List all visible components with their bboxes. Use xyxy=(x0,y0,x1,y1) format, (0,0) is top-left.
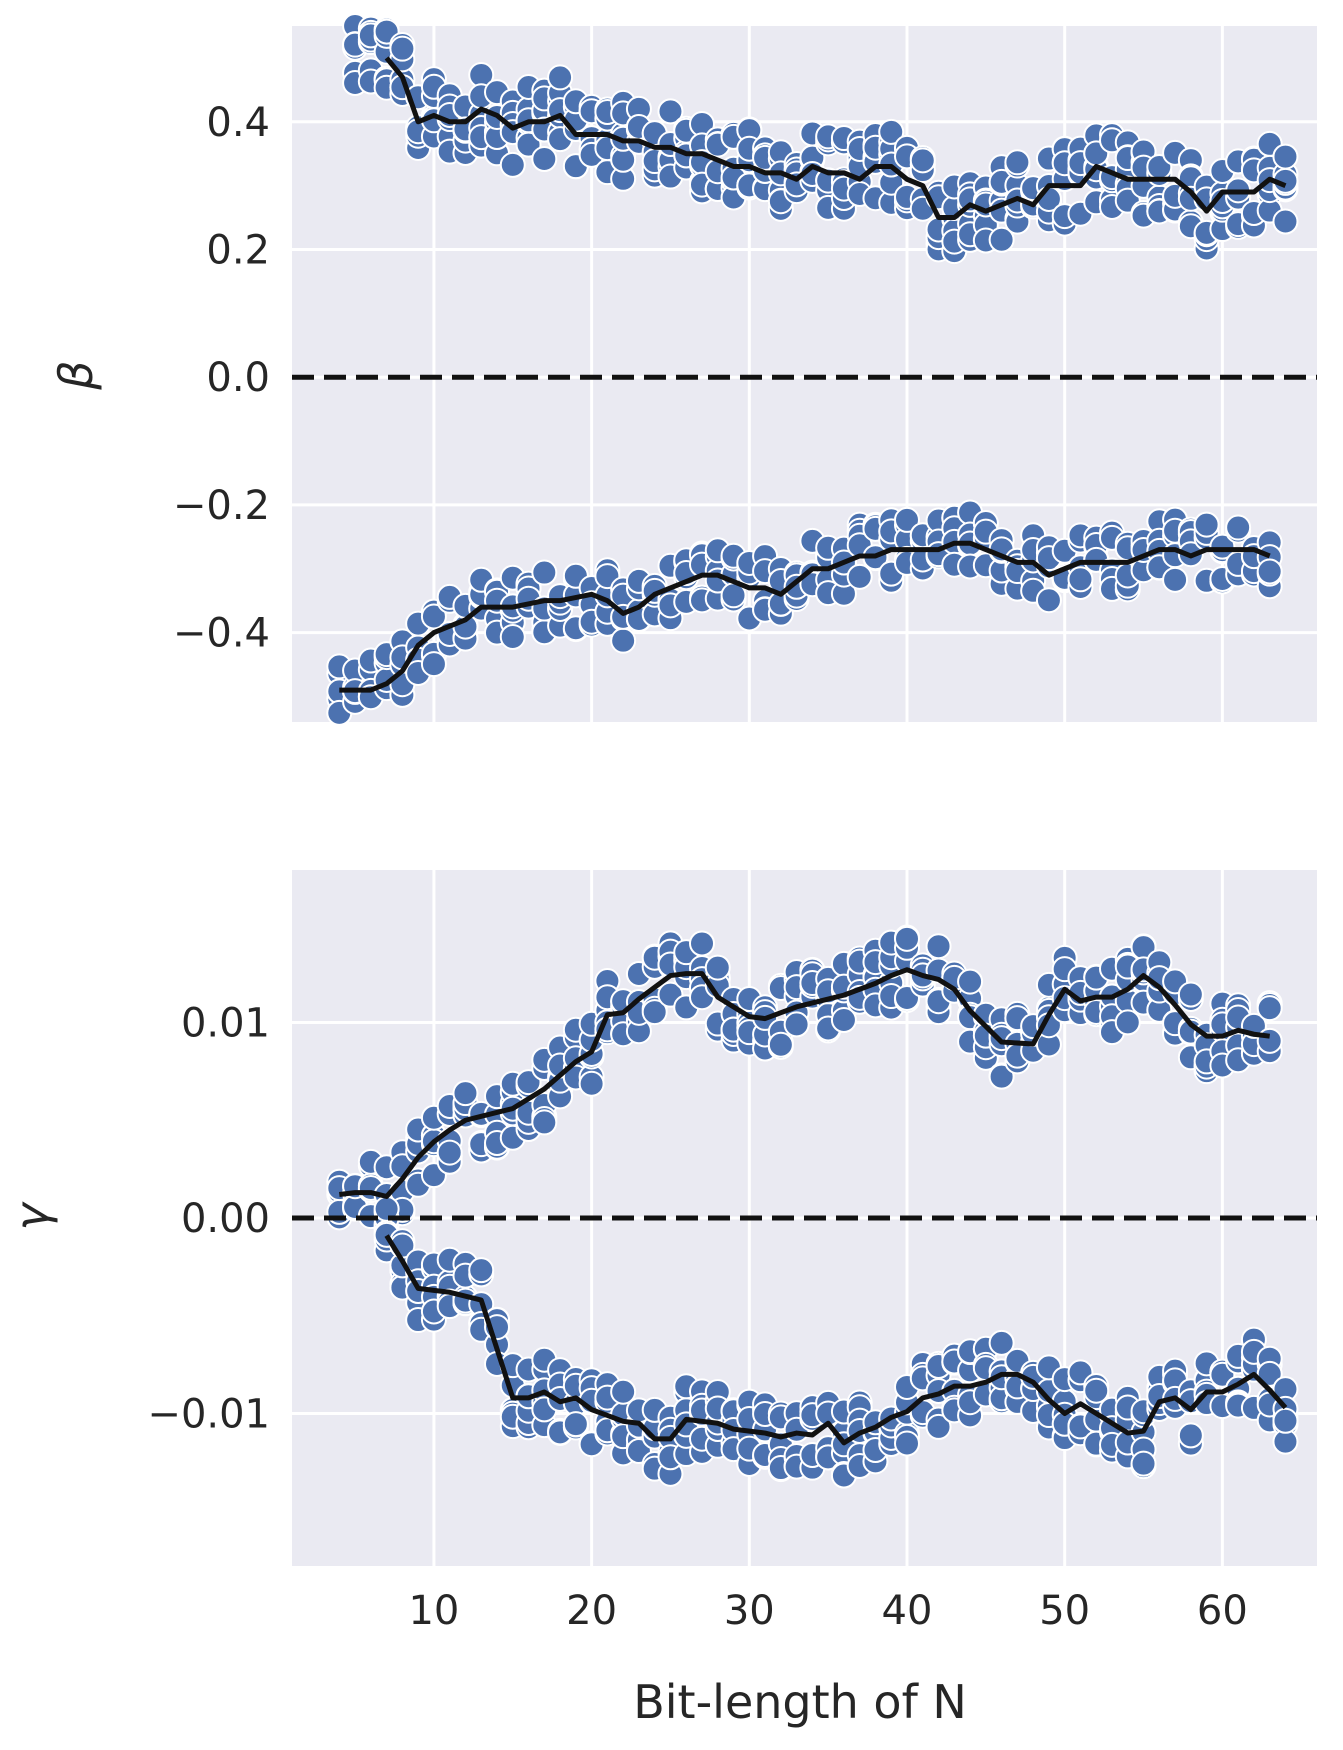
trend-upper-line xyxy=(384,56,1287,221)
y-tick-label: 0.00 xyxy=(181,1196,270,1242)
data-point xyxy=(830,1007,857,1034)
gamma-y-axis-label: γ xyxy=(5,1201,59,1231)
data-point xyxy=(1272,208,1299,235)
data-point xyxy=(1272,143,1299,170)
data-point xyxy=(468,1257,495,1284)
data-point xyxy=(783,1011,810,1038)
data-point xyxy=(610,627,637,654)
data-point xyxy=(1225,514,1252,541)
y-tick-label: 0.01 xyxy=(181,1000,270,1046)
data-point xyxy=(641,999,668,1026)
data-point xyxy=(562,1411,589,1438)
data-point xyxy=(1004,149,1031,176)
x-tick-label: 60 xyxy=(1197,1588,1248,1634)
data-point xyxy=(925,1413,952,1440)
data-point xyxy=(1256,1360,1283,1387)
data-point xyxy=(610,1378,637,1405)
data-point xyxy=(1209,533,1236,560)
data-point xyxy=(389,35,416,62)
data-point xyxy=(704,954,731,981)
data-point xyxy=(894,925,920,952)
data-point xyxy=(894,506,920,533)
data-point xyxy=(578,1070,605,1097)
x-tick-label: 30 xyxy=(724,1588,775,1634)
data-point xyxy=(846,563,873,590)
beta-panel: −0.4 −0.2 0.0 0.2 0.4 xyxy=(173,13,1317,726)
data-point xyxy=(1177,981,1204,1008)
data-point xyxy=(499,623,526,650)
data-point xyxy=(1067,566,1094,593)
data-point xyxy=(909,147,936,174)
y-tick-label: 0.4 xyxy=(206,100,270,146)
data-point xyxy=(925,933,952,960)
data-point xyxy=(894,1430,920,1457)
y-tick-label: 0.0 xyxy=(206,355,270,401)
data-point xyxy=(531,1109,558,1136)
data-point xyxy=(547,64,574,91)
trend-lower-line xyxy=(384,1234,1288,1446)
y-tick-label: −0.4 xyxy=(173,611,270,657)
beta-y-axis-label: β xyxy=(49,360,103,390)
data-point xyxy=(1272,1407,1299,1434)
data-point xyxy=(420,651,447,678)
data-point xyxy=(1177,1422,1204,1449)
data-point xyxy=(988,1329,1015,1356)
y-tick-label: 0.2 xyxy=(206,227,270,273)
data-point xyxy=(1256,995,1283,1022)
data-point xyxy=(1193,511,1220,538)
data-point xyxy=(420,603,447,630)
y-tick-label: −0.01 xyxy=(147,1392,270,1438)
data-point xyxy=(436,1139,463,1166)
data-point xyxy=(1256,1027,1283,1054)
data-point xyxy=(1114,1009,1141,1036)
data-point xyxy=(988,1063,1015,1090)
data-point xyxy=(689,930,715,957)
data-point xyxy=(988,226,1015,253)
trend-upper-line xyxy=(339,967,1270,1199)
x-tick-label: 50 xyxy=(1039,1588,1090,1634)
data-point xyxy=(1083,1377,1110,1404)
gamma-panel: 10 20 30 40 50 60 −0.01 0.00 0.01 xyxy=(147,870,1317,1634)
x-tick-label: 10 xyxy=(408,1588,459,1634)
data-point xyxy=(878,118,905,145)
data-point xyxy=(531,146,558,173)
data-point xyxy=(1162,566,1189,593)
x-tick-label: 20 xyxy=(566,1588,617,1634)
data-point xyxy=(767,1031,794,1058)
trend-lower-line xyxy=(339,540,1271,693)
data-point xyxy=(499,151,526,178)
data-point xyxy=(531,559,558,586)
data-point xyxy=(657,98,684,125)
x-tick-label: 40 xyxy=(882,1588,933,1634)
data-point xyxy=(452,1080,479,1107)
data-point xyxy=(1256,558,1283,585)
y-tick-label: −0.2 xyxy=(173,483,270,529)
data-point xyxy=(1035,587,1062,614)
data-point xyxy=(957,968,984,995)
x-axis-label: Bit-length of N xyxy=(633,1675,967,1729)
data-point xyxy=(1130,1450,1157,1477)
